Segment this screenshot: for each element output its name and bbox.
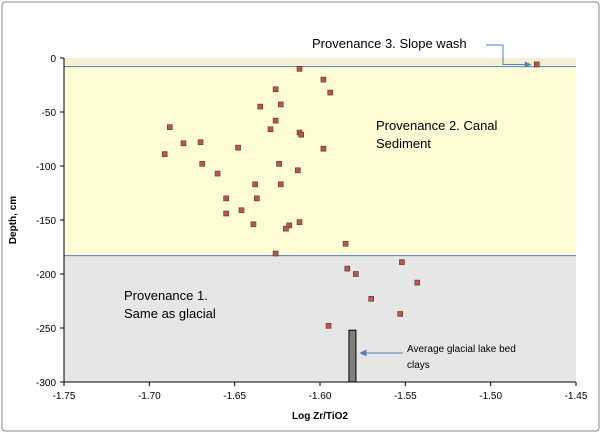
data-point <box>320 145 327 152</box>
provenance3-arrow-line <box>486 44 531 65</box>
data-point <box>250 221 257 228</box>
data-point <box>223 195 229 202</box>
provenance1-label-line2: Same as glacial <box>124 306 216 321</box>
data-point <box>257 103 264 110</box>
data-point <box>397 311 404 317</box>
data-point <box>296 66 303 72</box>
provenance3-arrow-head <box>524 61 532 68</box>
data-point <box>327 89 334 96</box>
data-point <box>283 225 289 232</box>
data-point <box>298 131 305 138</box>
data-point <box>197 139 204 146</box>
data-point <box>167 124 173 130</box>
x-tick-label: -1.60 <box>309 391 332 402</box>
data-point <box>296 219 303 225</box>
x-tick-label: -1.70 <box>138 391 161 402</box>
bar-arrow-head <box>359 349 367 357</box>
data-point <box>235 144 241 151</box>
glacial-bar <box>348 329 357 383</box>
y-tick-label: -200 <box>36 270 56 281</box>
provenance2-label-line1: Provenance 2. Canal <box>376 118 498 133</box>
x-axis-ticks: -1.75 -1.70 -1.65 -1.60 -1.55 -1.50 -1.45 <box>53 382 588 402</box>
data-point <box>353 271 359 277</box>
y-tick-label: -50 <box>42 108 57 119</box>
x-tick-label: -1.75 <box>53 391 76 402</box>
y-tick-label: -250 <box>36 324 56 335</box>
data-point <box>368 296 375 302</box>
provenance3-label: Provenance 3. Slope wash <box>312 36 467 51</box>
data-point <box>199 161 206 167</box>
data-point <box>276 161 282 167</box>
zone-boundaries <box>64 66 576 257</box>
data-point <box>286 222 293 229</box>
y-tick-label: -100 <box>36 162 56 173</box>
data-point <box>533 61 540 68</box>
data-point <box>267 126 274 133</box>
y-tick-label: -150 <box>36 216 56 227</box>
data-point <box>342 240 349 247</box>
data-point <box>272 86 279 93</box>
data-point <box>180 140 187 147</box>
y-axis-title: Depth, cm <box>8 196 19 244</box>
data-point <box>277 181 284 188</box>
data-point <box>320 76 327 83</box>
data-point <box>414 279 421 286</box>
data-point <box>344 265 351 272</box>
data-point <box>214 170 221 177</box>
data-point <box>252 181 258 188</box>
y-tick-label: -300 <box>36 378 56 389</box>
data-points <box>161 61 540 329</box>
provenance2-label-line2: Sediment <box>376 136 431 151</box>
data-point <box>223 210 229 217</box>
bar-label-line2: clays <box>407 360 430 371</box>
provenance1-label-line1: Provenance 1. <box>124 288 208 303</box>
x-tick-label: -1.65 <box>223 391 246 402</box>
annotation-arrows <box>359 44 532 357</box>
data-point <box>238 207 245 214</box>
data-point <box>272 117 279 124</box>
x-axis-title: Log Zr/TiO2 <box>292 411 348 422</box>
data-point <box>399 259 405 265</box>
x-tick-label: -1.45 <box>565 391 588 402</box>
zone-band <box>64 58 576 67</box>
data-point <box>295 167 301 174</box>
zone-band <box>64 66 576 256</box>
zone-band <box>64 255 576 382</box>
data-point <box>272 250 279 257</box>
zone-bands <box>64 58 576 382</box>
data-point <box>161 151 168 157</box>
data-point <box>254 195 260 202</box>
x-tick-label: -1.50 <box>479 391 502 402</box>
x-tick-label: -1.55 <box>394 391 417 402</box>
y-tick-label: 0 <box>50 54 56 65</box>
bar-label-line1: Average glacial lake bed <box>407 344 516 355</box>
data-point <box>325 323 332 329</box>
data-point <box>277 101 284 108</box>
glacial-bar-rect <box>348 329 357 383</box>
y-axis-ticks: 0 -50 -100 -150 -200 -250 -300 <box>36 54 64 389</box>
